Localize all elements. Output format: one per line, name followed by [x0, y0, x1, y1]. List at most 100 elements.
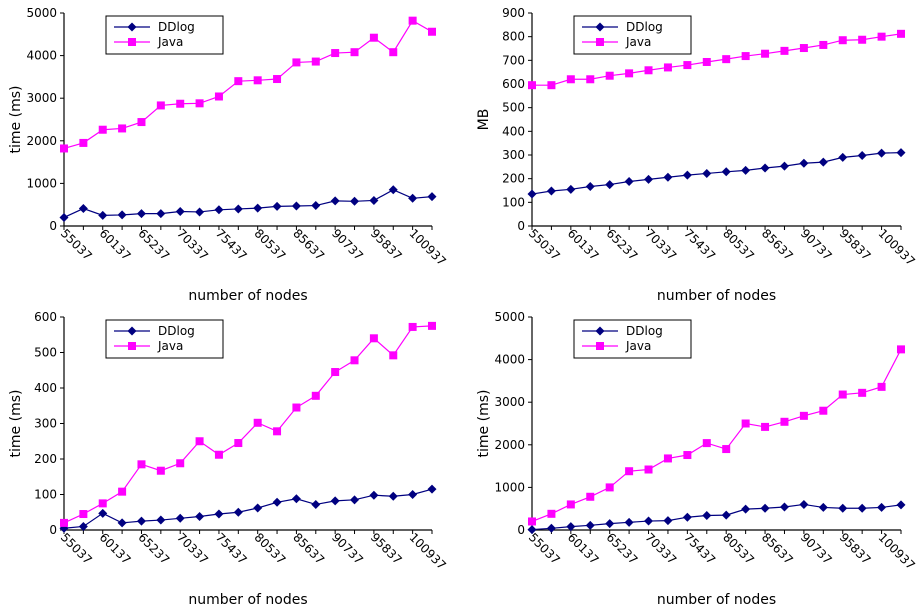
data-point	[702, 439, 711, 448]
data-point	[605, 483, 614, 492]
chart-4: 0 1000 2000 3000 4000 5000 55037 60137 65237 7033…	[476, 310, 917, 608]
data-point	[234, 439, 243, 448]
data-point	[760, 503, 770, 513]
data-point	[566, 500, 575, 509]
x-tick-label: 55037	[526, 226, 563, 263]
data-point	[408, 490, 418, 499]
data-point	[741, 52, 750, 61]
data-point	[819, 406, 828, 415]
data-point	[117, 210, 127, 220]
x-tick-label: 95837	[368, 530, 405, 567]
y-tick-label: 100	[34, 488, 57, 502]
data-point	[760, 163, 770, 173]
y-tick-label: 100	[502, 195, 525, 209]
y-tick-label: 2000	[494, 438, 525, 452]
data-point	[702, 511, 712, 521]
data-point	[682, 170, 692, 180]
data-point	[428, 27, 436, 36]
data-point	[350, 48, 359, 57]
y-tick-label: 1000	[26, 176, 57, 190]
y-tick-label: 0	[517, 523, 525, 537]
series-line	[63, 189, 433, 219]
y-tick-label: 600	[34, 310, 57, 324]
data-point	[819, 40, 828, 49]
data-point	[311, 499, 321, 509]
x-tick-label: 100937	[407, 530, 449, 572]
data-point	[605, 519, 615, 529]
data-point	[60, 518, 68, 527]
x-tick-label: 60137	[565, 226, 602, 263]
x-tick-label: 80537	[252, 226, 289, 263]
data-point	[311, 57, 320, 66]
data-point	[214, 450, 223, 459]
data-point	[566, 522, 576, 532]
data-point	[779, 161, 789, 171]
data-point	[896, 148, 906, 158]
data-point	[527, 525, 537, 535]
data-point	[195, 437, 204, 446]
data-point	[369, 195, 379, 205]
data-point	[877, 32, 886, 41]
y-tick-label: 600	[502, 77, 525, 91]
data-point	[838, 390, 847, 399]
x-tick-label: 80537	[720, 530, 757, 567]
data-point	[79, 138, 88, 147]
legend-marker	[127, 22, 137, 32]
data-point	[721, 510, 731, 520]
data-point	[118, 124, 127, 133]
data-point	[799, 158, 809, 168]
x-tick-label: 65237	[604, 226, 641, 263]
y-tick-label: 1000	[494, 480, 525, 494]
y-tick-label: 0	[517, 219, 525, 233]
data-point	[586, 75, 595, 84]
data-point	[98, 125, 107, 134]
data-point	[214, 509, 224, 519]
data-point	[272, 201, 282, 211]
data-point	[546, 186, 556, 196]
data-point	[547, 81, 556, 90]
data-point	[233, 507, 243, 517]
x-tick-label: 65237	[604, 530, 641, 567]
data-point	[857, 503, 867, 513]
data-point	[896, 500, 906, 510]
legend-label: Java	[625, 339, 651, 353]
x-tick-label: 60137	[97, 530, 134, 567]
data-point	[156, 466, 165, 475]
y-tick-label: 4000	[494, 353, 525, 367]
data-point	[897, 29, 905, 38]
legend-marker	[128, 38, 136, 46]
data-point	[722, 55, 731, 64]
data-point	[761, 422, 770, 431]
data-point	[585, 520, 595, 530]
x-tick-label: 85637	[290, 530, 327, 567]
data-point	[59, 212, 69, 222]
data-point	[547, 509, 556, 518]
data-point	[137, 460, 146, 469]
data-point	[799, 499, 809, 509]
legend-marker	[596, 38, 604, 46]
data-point	[253, 418, 262, 427]
data-point	[799, 44, 808, 53]
data-point	[156, 209, 166, 219]
x-tick-label: 75437	[213, 530, 250, 567]
data-point	[136, 209, 146, 219]
data-point	[682, 512, 692, 522]
data-point	[897, 345, 905, 354]
data-point	[761, 49, 770, 58]
data-point	[156, 515, 166, 525]
x-tick-label: 80537	[252, 530, 289, 567]
x-tick-label: 70337	[174, 226, 211, 263]
data-point	[683, 451, 692, 460]
series-ddlog	[527, 148, 906, 199]
data-point	[234, 77, 243, 86]
data-point	[702, 168, 712, 178]
legend-label: DDlog	[626, 20, 663, 34]
data-point	[311, 391, 320, 400]
x-tick-label: 85637	[759, 226, 796, 263]
data-point	[858, 35, 867, 44]
data-point	[566, 75, 575, 84]
data-point	[176, 459, 185, 468]
